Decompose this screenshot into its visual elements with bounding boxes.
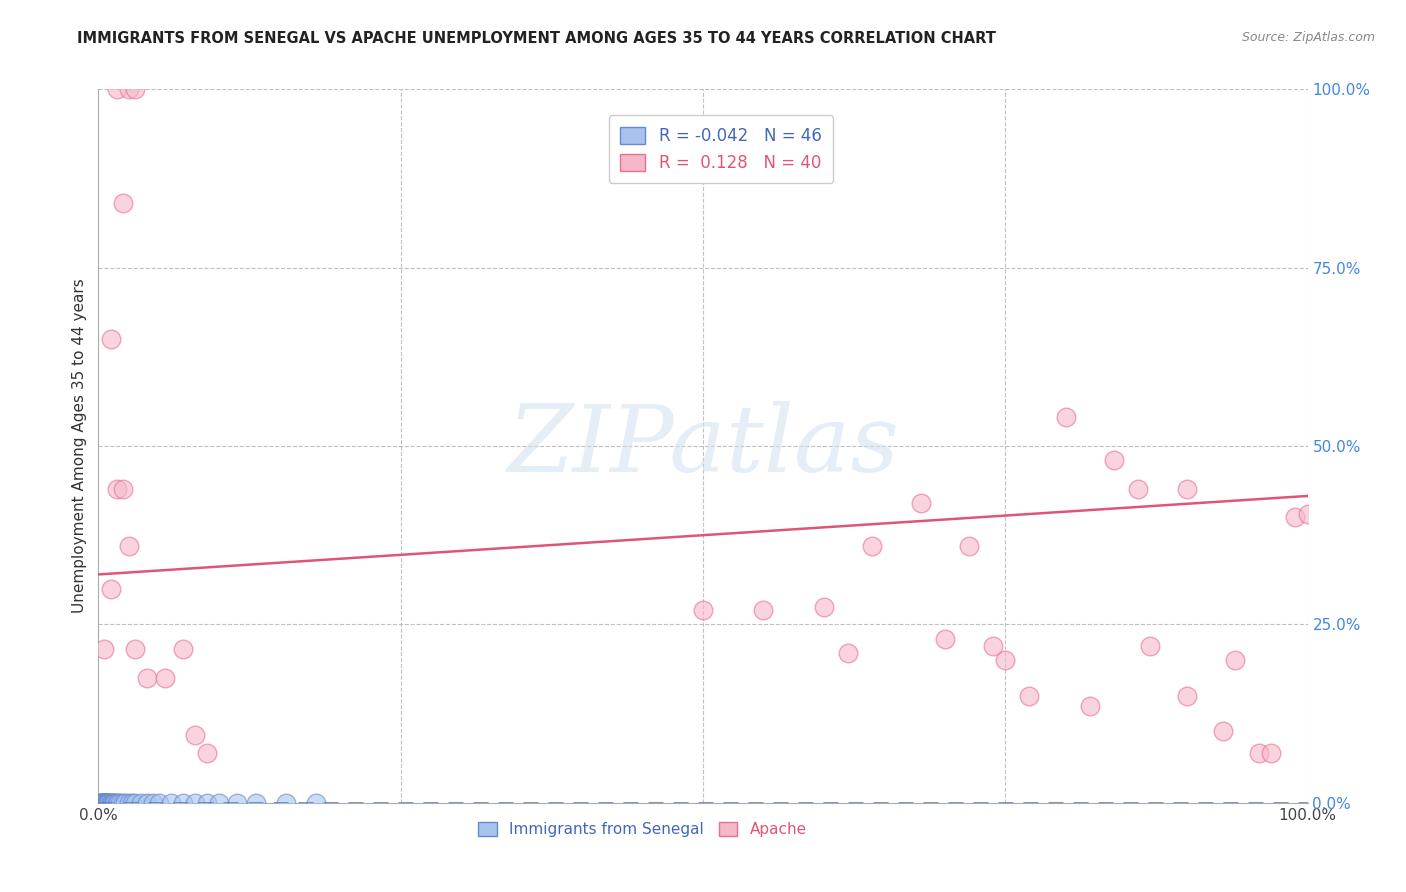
Point	[100, 582, 122, 596]
Point	[124, 82, 146, 96]
Point	[752, 603, 775, 617]
Point	[274, 796, 297, 810]
Text: ZIPatlas: ZIPatlas	[508, 401, 898, 491]
Point	[1054, 410, 1077, 425]
Point	[124, 796, 146, 810]
Point	[91, 796, 114, 810]
Point	[91, 796, 114, 810]
Point	[1296, 507, 1319, 521]
Point	[195, 746, 218, 760]
Point	[981, 639, 1004, 653]
Point	[93, 642, 115, 657]
Legend: Immigrants from Senegal, Apache: Immigrants from Senegal, Apache	[471, 814, 814, 845]
Point	[105, 796, 128, 810]
Point	[813, 599, 835, 614]
Point	[118, 796, 141, 810]
Point	[860, 539, 883, 553]
Point	[96, 796, 118, 810]
Point	[208, 796, 231, 810]
Point	[1128, 482, 1150, 496]
Point	[94, 796, 117, 810]
Point	[1249, 746, 1271, 760]
Point	[111, 196, 134, 211]
Point	[111, 796, 134, 810]
Point	[934, 632, 956, 646]
Point	[195, 796, 218, 810]
Point	[153, 671, 176, 685]
Point	[104, 796, 127, 810]
Point	[93, 796, 115, 810]
Point	[837, 646, 859, 660]
Point	[142, 796, 165, 810]
Point	[1139, 639, 1161, 653]
Point	[184, 796, 207, 810]
Point	[994, 653, 1017, 667]
Point	[93, 796, 115, 810]
Point	[121, 796, 143, 810]
Point	[91, 796, 114, 810]
Point	[89, 796, 111, 810]
Point	[1018, 689, 1040, 703]
Point	[957, 539, 980, 553]
Point	[910, 496, 932, 510]
Point	[94, 796, 117, 810]
Point	[124, 642, 146, 657]
Point	[1175, 689, 1198, 703]
Point	[172, 796, 194, 810]
Text: Source: ZipAtlas.com: Source: ZipAtlas.com	[1241, 31, 1375, 45]
Point	[1223, 653, 1246, 667]
Point	[118, 82, 141, 96]
Point	[105, 82, 128, 96]
Point	[108, 796, 131, 810]
Point	[1212, 724, 1234, 739]
Point	[1175, 482, 1198, 496]
Point	[90, 796, 112, 810]
Point	[100, 332, 122, 346]
Point	[100, 796, 122, 810]
Point	[1260, 746, 1282, 760]
Point	[226, 796, 249, 810]
Point	[305, 796, 328, 810]
Point	[135, 796, 157, 810]
Point	[118, 539, 141, 553]
Point	[98, 796, 121, 810]
Point	[129, 796, 152, 810]
Point	[160, 796, 183, 810]
Point	[100, 796, 122, 810]
Point	[111, 482, 134, 496]
Point	[103, 796, 125, 810]
Point	[97, 796, 120, 810]
Point	[90, 796, 112, 810]
Point	[692, 603, 714, 617]
Point	[1284, 510, 1306, 524]
Point	[105, 482, 128, 496]
Point	[93, 796, 115, 810]
Text: IMMIGRANTS FROM SENEGAL VS APACHE UNEMPLOYMENT AMONG AGES 35 TO 44 YEARS CORRELA: IMMIGRANTS FROM SENEGAL VS APACHE UNEMPL…	[77, 31, 997, 46]
Point	[96, 796, 118, 810]
Point	[97, 796, 120, 810]
Y-axis label: Unemployment Among Ages 35 to 44 years: Unemployment Among Ages 35 to 44 years	[72, 278, 87, 614]
Point	[1078, 699, 1101, 714]
Point	[107, 796, 129, 810]
Point	[101, 796, 124, 810]
Point	[91, 796, 114, 810]
Point	[1102, 453, 1125, 467]
Point	[245, 796, 267, 810]
Point	[91, 796, 114, 810]
Point	[100, 796, 122, 810]
Point	[172, 642, 194, 657]
Point	[91, 796, 114, 810]
Point	[135, 671, 157, 685]
Point	[184, 728, 207, 742]
Point	[114, 796, 136, 810]
Point	[148, 796, 170, 810]
